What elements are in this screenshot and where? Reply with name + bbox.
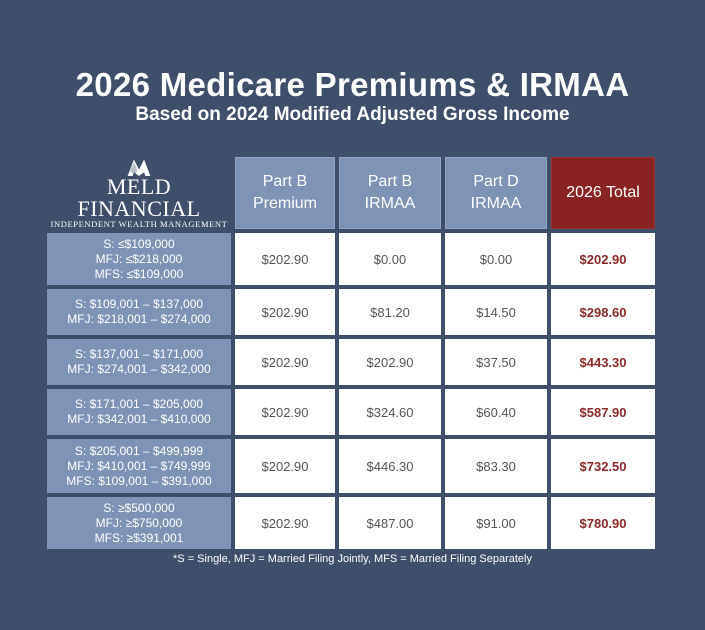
income-cell: S: ≥$500,000 MFJ: ≥$750,000 MFS: ≥$391,0… xyxy=(47,497,231,549)
part-d-irmaa-cell: $83.30 xyxy=(445,439,547,493)
part-b-premium-cell: $202.90 xyxy=(235,233,335,285)
income-cell: S: $109,001 – $137,000 MFJ: $218,001 – $… xyxy=(47,289,231,335)
page-title: 2026 Medicare Premiums & IRMAA xyxy=(75,66,630,103)
income-cell: S: $205,001 – $499,999 MFJ: $410,001 – $… xyxy=(47,439,231,493)
part-d-irmaa-cell: $91.00 xyxy=(445,497,547,549)
part-b-irmaa-cell: $0.00 xyxy=(339,233,441,285)
header-part-d-irmaa: Part D IRMAA xyxy=(445,157,547,229)
part-b-irmaa-cell: $324.60 xyxy=(339,389,441,435)
part-b-premium-cell: $202.90 xyxy=(235,389,335,435)
logo-tagline: INDEPENDENT WEALTH MANAGEMENT xyxy=(50,219,228,229)
header-part-b-irmaa: Part B IRMAA xyxy=(339,157,441,229)
total-cell: $443.30 xyxy=(551,339,655,385)
part-b-irmaa-cell: $81.20 xyxy=(339,289,441,335)
part-b-premium-cell: $202.90 xyxy=(235,289,335,335)
income-cell: S: ≤$109,000 MFJ: ≤$218,000 MFS: ≤$109,0… xyxy=(47,233,231,285)
part-b-premium-cell: $202.90 xyxy=(235,339,335,385)
part-b-premium-cell: $202.90 xyxy=(235,439,335,493)
irmaa-table: MELD FINANCIAL INDEPENDENT WEALTH MANAGE… xyxy=(47,157,655,549)
income-cell: S: $137,001 – $171,000 MFJ: $274,001 – $… xyxy=(47,339,231,385)
total-cell: $587.90 xyxy=(551,389,655,435)
part-b-premium-cell: $202.90 xyxy=(235,497,335,549)
part-b-irmaa-cell: $446.30 xyxy=(339,439,441,493)
footnote: *S = Single, MFJ = Married Filing Jointl… xyxy=(173,553,532,565)
header-total: 2026 Total xyxy=(551,157,655,229)
company-logo: MELD FINANCIAL INDEPENDENT WEALTH MANAGE… xyxy=(47,157,231,229)
logo-mark-icon xyxy=(127,159,151,176)
part-d-irmaa-cell: $14.50 xyxy=(445,289,547,335)
part-b-irmaa-cell: $487.00 xyxy=(339,497,441,549)
part-d-irmaa-cell: $60.40 xyxy=(445,389,547,435)
total-cell: $732.50 xyxy=(551,439,655,493)
header-part-b-premium: Part B Premium xyxy=(235,157,335,229)
part-d-irmaa-cell: $0.00 xyxy=(445,233,547,285)
logo-name: MELD FINANCIAL xyxy=(77,174,201,221)
total-cell: $202.90 xyxy=(551,233,655,285)
total-cell: $780.90 xyxy=(551,497,655,549)
page-subtitle: Based on 2024 Modified Adjusted Gross In… xyxy=(135,104,570,125)
part-b-irmaa-cell: $202.90 xyxy=(339,339,441,385)
total-cell: $298.60 xyxy=(551,289,655,335)
income-cell: S: $171,001 – $205,000 MFJ: $342,001 – $… xyxy=(47,389,231,435)
part-d-irmaa-cell: $37.50 xyxy=(445,339,547,385)
